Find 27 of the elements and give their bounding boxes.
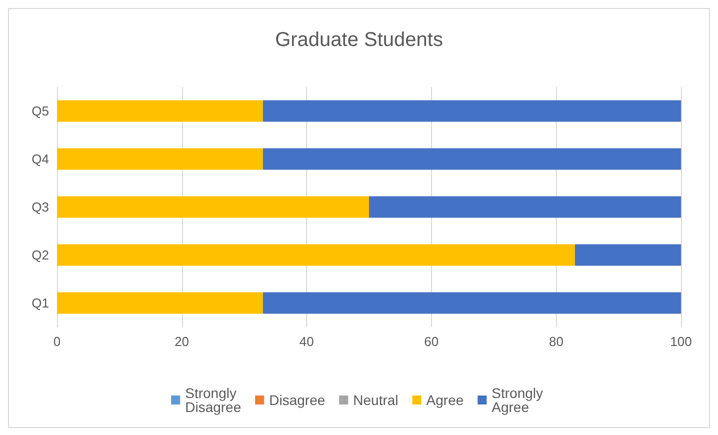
- legend-label: Strongly Agree: [492, 385, 547, 415]
- x-tick-label: 60: [424, 334, 439, 349]
- legend-label: Agree: [426, 392, 464, 408]
- x-tick-label: 80: [548, 334, 564, 349]
- legend-label: Strongly Disagree: [185, 385, 242, 415]
- bar: [57, 292, 263, 314]
- y-tick-label: Q2: [32, 248, 49, 262]
- y-tick-label: Q4: [32, 152, 49, 166]
- bar: [57, 196, 369, 218]
- bar: [262, 100, 681, 122]
- y-tick-label: Q5: [32, 104, 49, 118]
- bar: [574, 244, 681, 266]
- bar: [57, 100, 263, 122]
- y-tick-label: Q1: [32, 296, 49, 310]
- legend-label: Disagree: [269, 392, 326, 408]
- x-tick-label: 100: [670, 334, 692, 349]
- x-tick-label: 0: [53, 334, 61, 349]
- bar: [369, 196, 681, 218]
- legend-label: Neutral: [353, 392, 398, 408]
- chart-title: Graduate Students: [275, 29, 443, 51]
- x-tick-label: 20: [174, 334, 190, 349]
- x-tick-label: 40: [299, 334, 314, 349]
- y-tick-label: Q3: [32, 200, 49, 214]
- bar: [262, 292, 681, 314]
- bar: [57, 148, 263, 170]
- bar: [262, 148, 681, 170]
- bar: [57, 244, 575, 266]
